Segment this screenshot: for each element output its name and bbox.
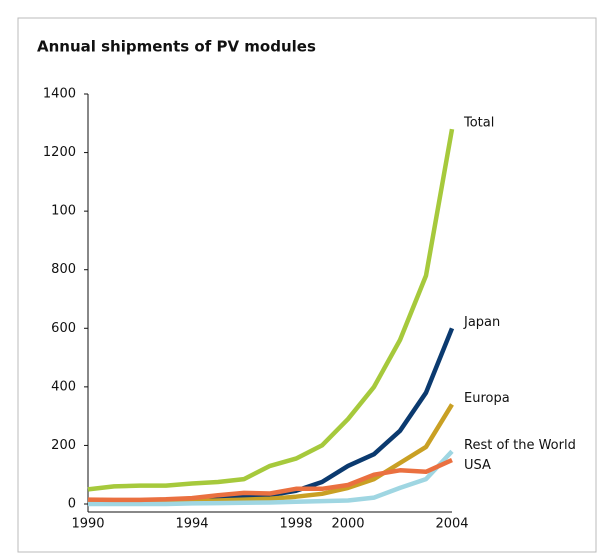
x-tick-label: 1998: [279, 517, 312, 532]
y-tick-label: 600: [51, 321, 76, 336]
x-tick-label: 2000: [331, 517, 364, 532]
legend-label: Rest of the World: [464, 438, 576, 453]
y-tick-label: 1400: [43, 87, 76, 102]
legend-label: Total: [463, 116, 494, 131]
x-tick-label: 1990: [71, 517, 104, 532]
y-tick-label: 400: [51, 379, 76, 394]
y-tick-label: 1200: [43, 145, 76, 160]
y-tick-label: 0: [68, 497, 76, 512]
frame: [17, 17, 597, 553]
legend-label: Europa: [464, 391, 510, 406]
series-line: [87, 128, 455, 492]
x-tick-label: 2004: [435, 517, 468, 532]
chart-title: Annual shipments of PV modules: [37, 38, 316, 56]
y-tick-label: 100: [51, 204, 76, 219]
x-tick-label: 1994: [175, 517, 208, 532]
series-line: [88, 449, 454, 507]
y-tick-label: 200: [51, 438, 76, 453]
series-line: [87, 458, 453, 503]
y-tick-label: 800: [51, 262, 76, 277]
legend-label: Japan: [463, 315, 500, 330]
legend-label: USA: [464, 458, 491, 473]
